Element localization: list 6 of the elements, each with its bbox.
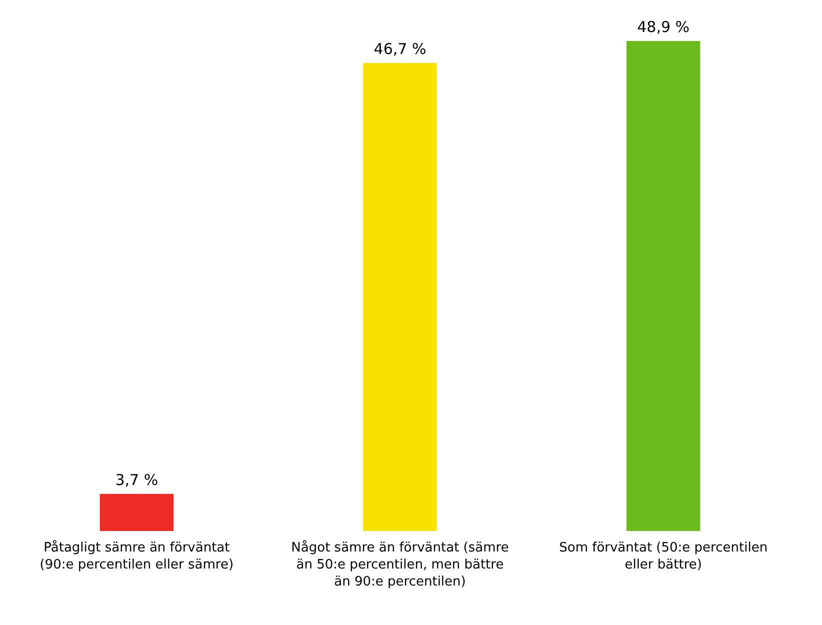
x-tick-label: Påtagligt sämre än förväntat (90:e percentilen eller sämre) bbox=[40, 540, 234, 572]
x-tick-label: Som förväntat (50:e percentilen eller bättre) bbox=[559, 540, 768, 572]
data-label: 48,9 % bbox=[637, 18, 690, 36]
x-tick-label: Något sämre än förväntat (sämre än 50:e percentilen, men bättre än 90:e percentilen) bbox=[291, 540, 509, 590]
data-label: 46,7 % bbox=[374, 40, 426, 58]
data-label: 3,7 % bbox=[115, 470, 158, 489]
